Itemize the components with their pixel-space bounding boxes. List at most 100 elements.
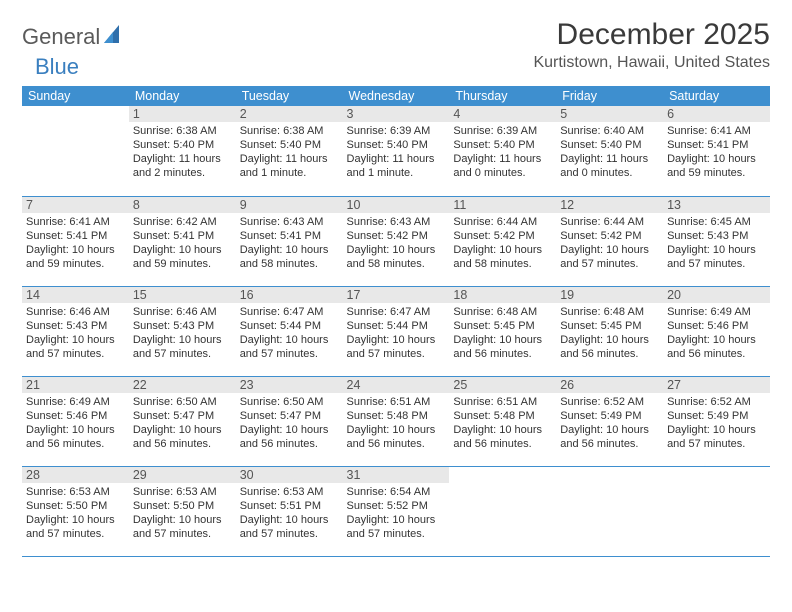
sunrise-line: Sunrise: 6:53 AM (26, 485, 125, 499)
brand-part2: Blue (35, 54, 79, 79)
day-of-week-row: SundayMondayTuesdayWednesdayThursdayFrid… (22, 86, 770, 106)
day-cell: 15Sunrise: 6:46 AMSunset: 5:43 PMDayligh… (129, 286, 236, 376)
day-number: 9 (236, 197, 343, 213)
day-cell: 27Sunrise: 6:52 AMSunset: 5:49 PMDayligh… (663, 376, 770, 466)
day-cell: 31Sunrise: 6:54 AMSunset: 5:52 PMDayligh… (343, 466, 450, 556)
sunset-line: Sunset: 5:45 PM (560, 319, 659, 333)
sunrise-line: Sunrise: 6:44 AM (453, 215, 552, 229)
sunrise-line: Sunrise: 6:53 AM (240, 485, 339, 499)
day-number: 11 (449, 197, 556, 213)
day-number: 22 (129, 377, 236, 393)
day-info: Sunrise: 6:46 AMSunset: 5:43 PMDaylight:… (26, 305, 125, 361)
dow-header: Saturday (663, 86, 770, 106)
daylight-line: Daylight: 11 hours and 2 minutes. (133, 152, 232, 180)
sunrise-line: Sunrise: 6:52 AM (667, 395, 766, 409)
dow-header: Wednesday (343, 86, 450, 106)
day-cell: 21Sunrise: 6:49 AMSunset: 5:46 PMDayligh… (22, 376, 129, 466)
sunset-line: Sunset: 5:41 PM (26, 229, 125, 243)
sunset-line: Sunset: 5:41 PM (667, 138, 766, 152)
sunset-line: Sunset: 5:44 PM (240, 319, 339, 333)
daylight-line: Daylight: 10 hours and 57 minutes. (667, 243, 766, 271)
daylight-line: Daylight: 11 hours and 0 minutes. (453, 152, 552, 180)
day-number: 4 (449, 106, 556, 122)
sunrise-line: Sunrise: 6:39 AM (347, 124, 446, 138)
sunset-line: Sunset: 5:48 PM (347, 409, 446, 423)
day-info: Sunrise: 6:53 AMSunset: 5:51 PMDaylight:… (240, 485, 339, 541)
daylight-line: Daylight: 10 hours and 56 minutes. (240, 423, 339, 451)
day-cell: 10Sunrise: 6:43 AMSunset: 5:42 PMDayligh… (343, 196, 450, 286)
daylight-line: Daylight: 10 hours and 57 minutes. (667, 423, 766, 451)
daylight-line: Daylight: 10 hours and 59 minutes. (26, 243, 125, 271)
day-number: 30 (236, 467, 343, 483)
day-number: 19 (556, 287, 663, 303)
day-info: Sunrise: 6:44 AMSunset: 5:42 PMDaylight:… (560, 215, 659, 271)
daylight-line: Daylight: 10 hours and 58 minutes. (347, 243, 446, 271)
daylight-line: Daylight: 10 hours and 57 minutes. (26, 333, 125, 361)
day-number: 18 (449, 287, 556, 303)
day-cell: 19 Sunrise: 6:48 AMSunset: 5:45 PMDayligh… (556, 286, 663, 376)
day-number: 25 (449, 377, 556, 393)
sunrise-line: Sunrise: 6:50 AM (240, 395, 339, 409)
day-info: Sunrise: 6:39 AMSunset: 5:40 PMDaylight:… (453, 124, 552, 180)
day-info: Sunrise: 6:42 AMSunset: 5:41 PMDaylight:… (133, 215, 232, 271)
day-info: Sunrise: 6:52 AMSunset: 5:49 PMDaylight:… (560, 395, 659, 451)
day-number: 14 (22, 287, 129, 303)
daylight-line: Daylight: 10 hours and 59 minutes. (133, 243, 232, 271)
day-number: 17 (343, 287, 450, 303)
day-number: 6 (663, 106, 770, 122)
daylight-line: Daylight: 10 hours and 56 minutes. (667, 333, 766, 361)
day-info: Sunrise: 6:38 AMSunset: 5:40 PMDaylight:… (133, 124, 232, 180)
day-number: 5 (556, 106, 663, 122)
day-info: Sunrise: 6:49 AMSunset: 5:46 PMDaylight:… (667, 305, 766, 361)
day-number: 7 (22, 197, 129, 213)
sunrise-line: Sunrise: 6:47 AM (347, 305, 446, 319)
day-cell: 17Sunrise: 6:47 AMSunset: 5:44 PMDayligh… (343, 286, 450, 376)
daylight-line: Daylight: 10 hours and 57 minutes. (347, 513, 446, 541)
day-cell: 26Sunrise: 6:52 AMSunset: 5:49 PMDayligh… (556, 376, 663, 466)
day-number: 27 (663, 377, 770, 393)
daylight-line: Daylight: 11 hours and 0 minutes. (560, 152, 659, 180)
week-row: 7Sunrise: 6:41 AMSunset: 5:41 PMDaylight… (22, 196, 770, 286)
day-cell: 25Sunrise: 6:51 AMSunset: 5:48 PMDayligh… (449, 376, 556, 466)
day-info: Sunrise: 6:47 AMSunset: 5:44 PMDaylight:… (240, 305, 339, 361)
day-number: 3 (343, 106, 450, 122)
sunrise-line: Sunrise: 6:46 AM (26, 305, 125, 319)
sunset-line: Sunset: 5:47 PM (240, 409, 339, 423)
sunset-line: Sunset: 5:42 PM (347, 229, 446, 243)
day-cell: 22Sunrise: 6:50 AMSunset: 5:47 PMDayligh… (129, 376, 236, 466)
sunrise-line: Sunrise: 6:48 AM (560, 305, 659, 319)
day-info: Sunrise: 6:51 AMSunset: 5:48 PMDaylight:… (347, 395, 446, 451)
sunset-line: Sunset: 5:40 PM (133, 138, 232, 152)
day-cell: 18Sunrise: 6:48 AMSunset: 5:45 PMDayligh… (449, 286, 556, 376)
day-cell: 29Sunrise: 6:53 AMSunset: 5:50 PMDayligh… (129, 466, 236, 556)
sunrise-line: Sunrise: 6:46 AM (133, 305, 232, 319)
day-cell: 9Sunrise: 6:43 AMSunset: 5:41 PMDaylight… (236, 196, 343, 286)
sunset-line: Sunset: 5:49 PM (560, 409, 659, 423)
week-row: 14Sunrise: 6:46 AMSunset: 5:43 PMDayligh… (22, 286, 770, 376)
sunset-line: Sunset: 5:44 PM (347, 319, 446, 333)
day-number: 1 (129, 106, 236, 122)
dow-header: Thursday (449, 86, 556, 106)
sunrise-line: Sunrise: 6:41 AM (667, 124, 766, 138)
day-number: 29 (129, 467, 236, 483)
daylight-line: Daylight: 10 hours and 57 minutes. (240, 333, 339, 361)
day-info: Sunrise: 6:43 AMSunset: 5:42 PMDaylight:… (347, 215, 446, 271)
sunset-line: Sunset: 5:46 PM (667, 319, 766, 333)
daylight-line: Daylight: 10 hours and 56 minutes. (133, 423, 232, 451)
week-row: 28Sunrise: 6:53 AMSunset: 5:50 PMDayligh… (22, 466, 770, 556)
daylight-line: Daylight: 10 hours and 57 minutes. (560, 243, 659, 271)
daylight-line: Daylight: 10 hours and 57 minutes. (133, 333, 232, 361)
day-cell: 11Sunrise: 6:44 AMSunset: 5:42 PMDayligh… (449, 196, 556, 286)
sunset-line: Sunset: 5:40 PM (453, 138, 552, 152)
sunset-line: Sunset: 5:47 PM (133, 409, 232, 423)
week-row: 1Sunrise: 6:38 AMSunset: 5:40 PMDaylight… (22, 106, 770, 196)
sunset-line: Sunset: 5:50 PM (26, 499, 125, 513)
day-number: 23 (236, 377, 343, 393)
day-cell: 28Sunrise: 6:53 AMSunset: 5:50 PMDayligh… (22, 466, 129, 556)
daylight-line: Daylight: 10 hours and 56 minutes. (560, 333, 659, 361)
day-cell (449, 466, 556, 556)
day-number: 20 (663, 287, 770, 303)
sunset-line: Sunset: 5:43 PM (133, 319, 232, 333)
sunset-line: Sunset: 5:48 PM (453, 409, 552, 423)
sunrise-line: Sunrise: 6:38 AM (240, 124, 339, 138)
